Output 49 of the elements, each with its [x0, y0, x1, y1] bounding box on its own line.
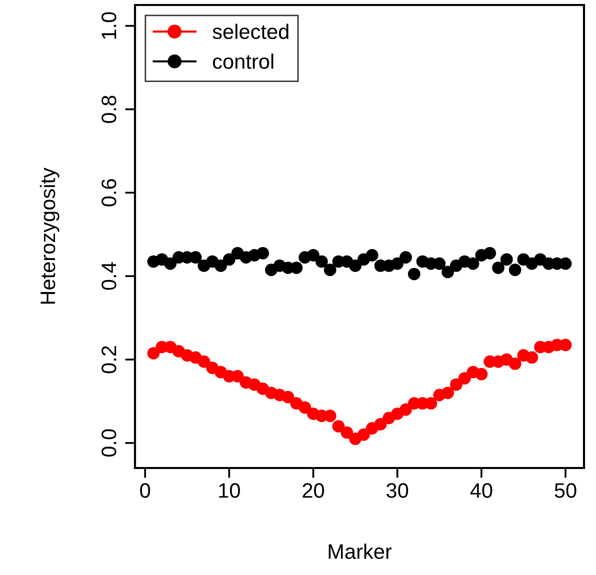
point — [357, 428, 370, 441]
x-axis-title: Marker — [328, 544, 392, 559]
y-axis-title: Heterozygosity — [40, 168, 60, 304]
point — [508, 264, 522, 276]
point — [164, 257, 177, 270]
y-tick-label: 0.8 — [102, 96, 116, 123]
point — [500, 253, 513, 266]
point — [391, 257, 404, 270]
x-tick-label: 50 — [554, 483, 576, 498]
point — [307, 249, 320, 262]
point — [349, 259, 362, 272]
y-tick-label: 0.6 — [102, 179, 116, 206]
point — [198, 355, 210, 368]
point — [475, 368, 488, 380]
point — [466, 257, 480, 270]
point — [332, 420, 345, 432]
point — [400, 403, 412, 416]
x-tick-label: 10 — [219, 483, 240, 498]
y-tick-label: 0.4 — [102, 262, 116, 290]
point — [442, 266, 454, 278]
point — [214, 259, 227, 272]
y-tick-label: 0.0 — [102, 429, 116, 457]
legend-label: selected — [212, 24, 288, 40]
x-tick-label: 20 — [302, 483, 324, 498]
y-tick-label: 1.0 — [102, 12, 116, 39]
point — [492, 262, 504, 274]
point — [508, 358, 522, 370]
legend-label: control — [212, 54, 274, 69]
point — [147, 347, 160, 360]
x-tick-label: 40 — [470, 483, 492, 498]
point — [408, 268, 420, 280]
point — [315, 255, 328, 268]
x-tick-label: 0 — [140, 483, 150, 498]
point — [324, 264, 336, 276]
point — [374, 418, 387, 430]
point — [526, 351, 538, 364]
point — [458, 372, 471, 385]
x-tick-label: 30 — [386, 483, 408, 498]
point — [366, 249, 378, 262]
point — [256, 246, 270, 260]
point — [450, 378, 462, 391]
point — [400, 251, 412, 264]
point — [222, 253, 236, 266]
point — [282, 390, 294, 404]
point — [484, 246, 496, 260]
y-tick-label: 0.2 — [102, 346, 116, 374]
point — [442, 386, 454, 400]
point — [298, 401, 312, 414]
point — [340, 426, 354, 439]
